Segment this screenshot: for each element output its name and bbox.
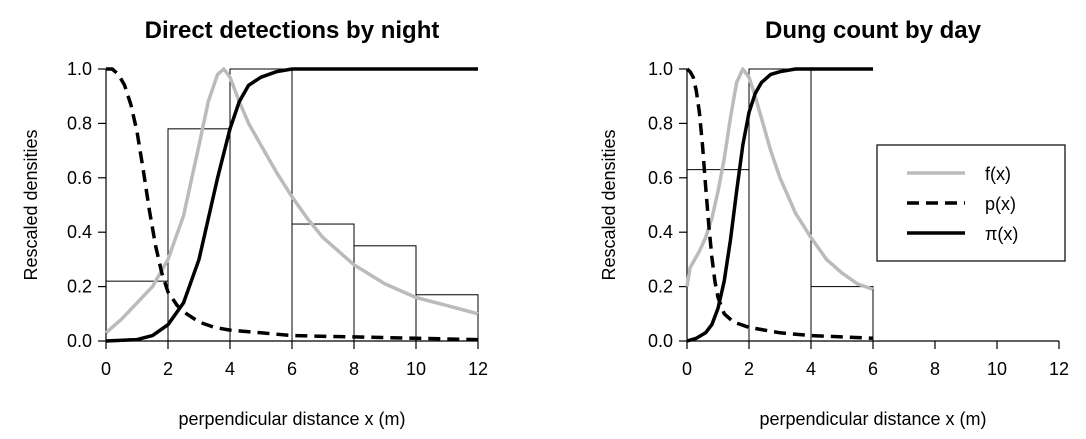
x-tick-label: 8 <box>349 359 359 379</box>
x-tick-label: 4 <box>225 359 235 379</box>
y-tick-label: 0.2 <box>648 277 673 297</box>
x-tick-label: 8 <box>930 359 940 379</box>
y-tick-label: 0.0 <box>648 331 673 351</box>
y-tick-label: 0.6 <box>648 168 673 188</box>
legend-label: f(x) <box>985 164 1011 184</box>
series-line-2 <box>106 67 479 342</box>
y-tick-label: 0.4 <box>648 222 673 242</box>
histogram-bar <box>748 68 812 342</box>
chart-panel-1: Direct detections by night 0 2 4 6 8 10 12 0.0 0.… <box>21 17 488 429</box>
x-tick-label: 12 <box>1049 359 1069 379</box>
x-tick-label: 2 <box>163 359 173 379</box>
histogram-bar <box>415 294 479 342</box>
x-axis-label: perpendicular distance x (m) <box>759 409 986 429</box>
y-tick-label: 0.8 <box>67 113 92 133</box>
histogram-bar <box>810 286 874 342</box>
legend-label: π(x) <box>985 224 1018 244</box>
x-tick-label: 6 <box>287 359 297 379</box>
x-tick-label: 6 <box>868 359 878 379</box>
y-tick-label: 1.0 <box>67 59 92 79</box>
x-tick-label: 12 <box>468 359 488 379</box>
x-axis-label: perpendicular distance x (m) <box>178 409 405 429</box>
histogram-bar <box>229 68 293 342</box>
chart-title: Dung count by day <box>765 17 982 44</box>
x-tick-label: 2 <box>744 359 754 379</box>
y-tick-label: 1.0 <box>648 59 673 79</box>
legend-box <box>876 144 1066 262</box>
legend: f(x) p(x) π(x) <box>876 144 1066 262</box>
histogram-bar <box>353 245 417 342</box>
series-line-3 <box>105 67 478 343</box>
y-tick-label: 0.8 <box>648 113 673 133</box>
x-tick-label: 10 <box>406 359 426 379</box>
x-tick-label: 4 <box>806 359 816 379</box>
series-line-2 <box>685 67 874 341</box>
x-tick-label: 0 <box>682 359 692 379</box>
y-axis-label: Rescaled densities <box>21 129 41 280</box>
histogram-bar <box>291 223 355 342</box>
y-tick-label: 0.6 <box>67 168 92 188</box>
y-tick-label: 0.2 <box>67 277 92 297</box>
chart-panel-2: Dung count by day 0 2 4 6 8 10 12 0.0 0.2 0.4 0.6 0.… <box>599 17 1069 429</box>
x-tick-label: 0 <box>101 359 111 379</box>
y-tick-label: 0.0 <box>67 331 92 351</box>
series-line-1 <box>685 67 874 291</box>
series-line-3 <box>686 67 873 343</box>
y-axis-label: Rescaled densities <box>599 129 619 280</box>
chart-title: Direct detections by night <box>145 17 440 44</box>
y-tick-label: 0.4 <box>67 222 92 242</box>
legend-label: p(x) <box>985 194 1016 214</box>
x-tick-label: 10 <box>987 359 1007 379</box>
